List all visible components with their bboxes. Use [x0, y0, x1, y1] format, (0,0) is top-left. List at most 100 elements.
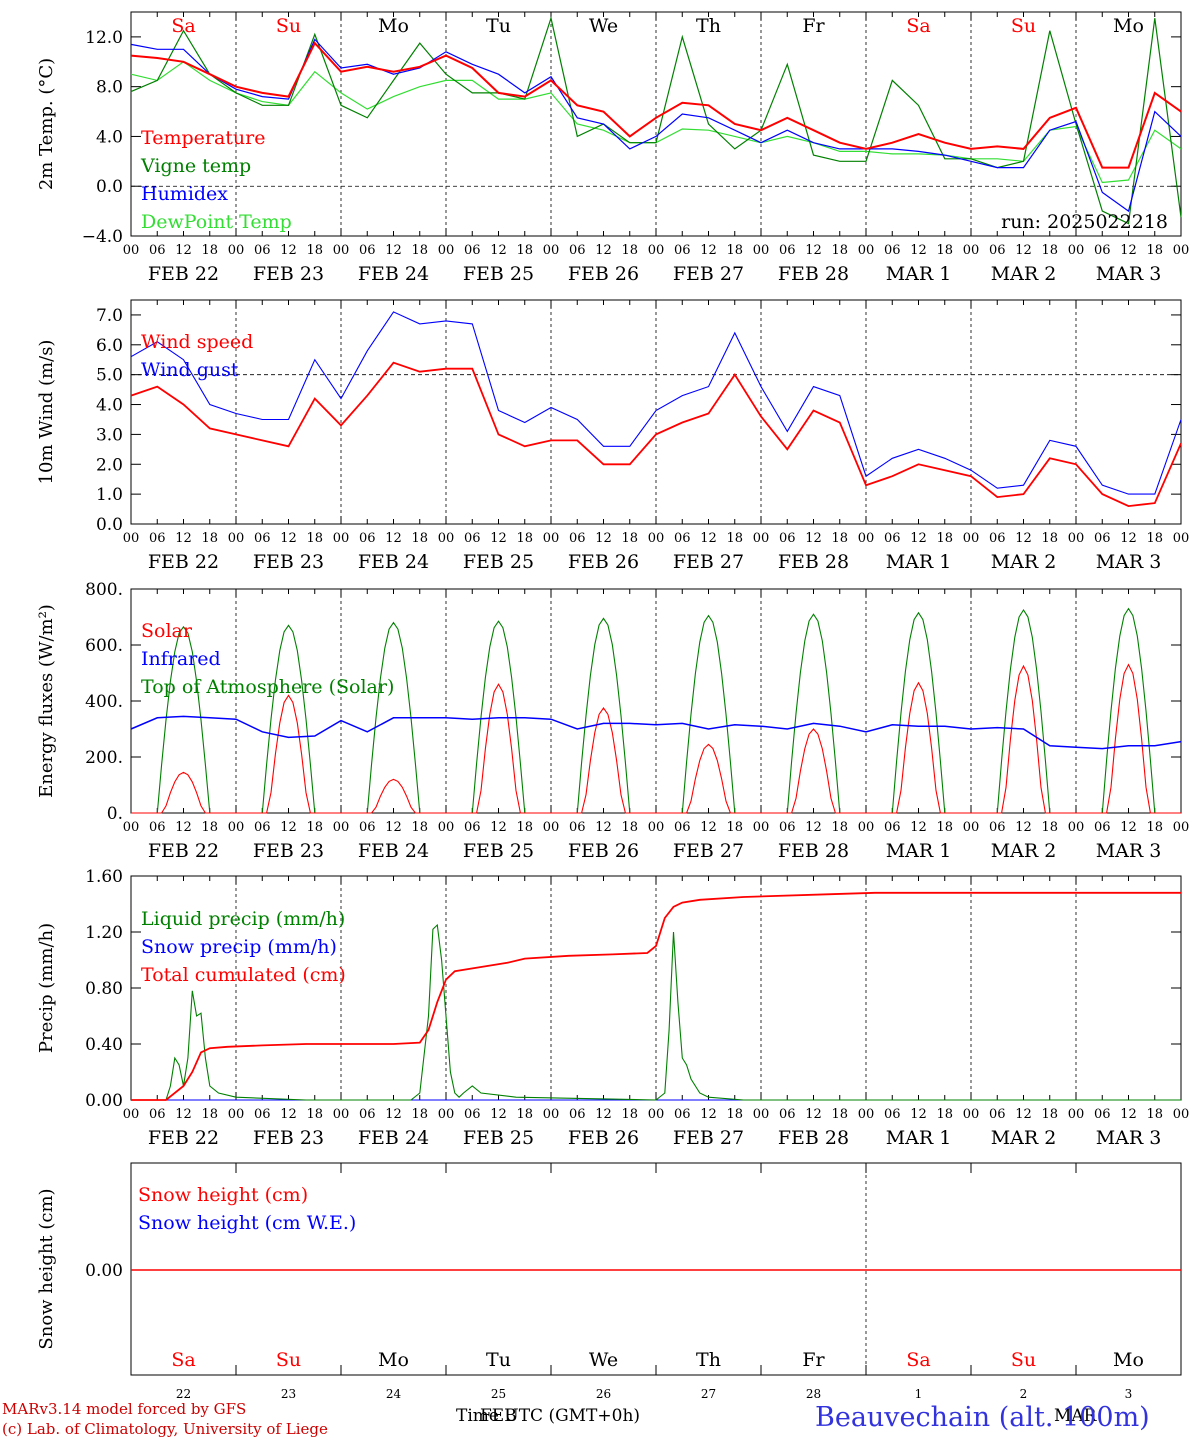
hour-tick-label: 06 — [464, 243, 481, 258]
hour-tick-label: 00 — [543, 1107, 560, 1122]
time-axis-label: Time UTC (GMT+0h) — [456, 1406, 641, 1426]
hour-tick-label: 00 — [1068, 1107, 1085, 1122]
hour-tick-label: 00 — [1173, 820, 1190, 835]
y-tick-label: 7.0 — [96, 306, 123, 326]
y-axis-label: Energy fluxes (W/m²) — [36, 604, 57, 798]
legend-entry: DewPoint Temp — [141, 211, 292, 233]
series-line-infrared — [130, 715, 1182, 750]
hour-tick-label: 12 — [385, 243, 402, 258]
weekday-label: We — [589, 1349, 618, 1371]
hour-tick-label: 18 — [1041, 531, 1058, 546]
hour-tick-label: 00 — [1173, 531, 1190, 546]
hour-tick-label: 06 — [884, 820, 901, 835]
date-label: FEB 22 — [148, 840, 219, 862]
weekday-label: Fr — [802, 1349, 825, 1371]
legend-entry: Total cumulated (cm) — [141, 964, 346, 986]
hour-tick-label: 18 — [1041, 243, 1058, 258]
hour-tick-label: 12 — [595, 243, 612, 258]
legend-entry: Snow height (cm W.E.) — [138, 1212, 356, 1234]
date-label: FEB 23 — [253, 551, 324, 573]
hour-tick-label: 12 — [595, 531, 612, 546]
hour-tick-label: 06 — [464, 820, 481, 835]
hour-tick-label: 18 — [621, 1107, 638, 1122]
hour-tick-label: 12 — [1015, 243, 1032, 258]
month-label-mar: MAR — [1054, 1406, 1097, 1426]
hour-tick-label: 12 — [490, 1107, 507, 1122]
hour-tick-label: 18 — [621, 820, 638, 835]
hour-tick-label: 18 — [831, 243, 848, 258]
hour-tick-label: 06 — [149, 243, 166, 258]
panel-frame — [130, 588, 1182, 814]
weekday-label: Sa — [171, 15, 195, 37]
hour-tick-label: 06 — [254, 1107, 271, 1122]
day-number-label: 27 — [701, 1387, 716, 1401]
hour-tick-label: 00 — [1068, 820, 1085, 835]
hour-tick-label: 18 — [936, 1107, 953, 1122]
hour-tick-label: 06 — [779, 820, 796, 835]
date-label: FEB 23 — [253, 1127, 324, 1149]
weekday-label: Mo — [378, 1349, 409, 1371]
hour-tick-label: 00 — [648, 1107, 665, 1122]
hour-tick-label: 18 — [831, 531, 848, 546]
hour-tick-label: 18 — [201, 243, 218, 258]
hour-tick-label: 12 — [910, 243, 927, 258]
hour-tick-label: 12 — [175, 820, 192, 835]
y-axis-label: 10m Wind (m/s) — [36, 340, 57, 485]
date-label: MAR 3 — [1096, 263, 1162, 285]
weekday-label: Sa — [171, 1349, 195, 1371]
hour-tick-label: 00 — [333, 1107, 350, 1122]
hour-tick-label: 12 — [280, 531, 297, 546]
hour-tick-label: 18 — [1146, 820, 1163, 835]
hour-tick-label: 12 — [805, 243, 822, 258]
date-label: FEB 26 — [568, 551, 639, 573]
hour-tick-label: 06 — [569, 531, 586, 546]
hour-tick-label: 18 — [936, 820, 953, 835]
hour-tick-label: 00 — [1068, 531, 1085, 546]
date-label: FEB 26 — [568, 840, 639, 862]
y-tick-label: 800. — [85, 580, 123, 600]
y-tick-label: −4.0 — [82, 227, 123, 247]
hour-tick-label: 12 — [595, 820, 612, 835]
hour-tick-label: 06 — [569, 243, 586, 258]
weekday-label: Sa — [906, 15, 930, 37]
date-label: FEB 25 — [463, 840, 534, 862]
y-tick-label: 4.0 — [96, 396, 123, 416]
legend-entry: Liquid precip (mm/h) — [141, 908, 345, 930]
day-number-label: 23 — [281, 1387, 296, 1401]
panel-2: 00 06 12 18 00 06 12 18 00 06 12 18 00 06 12 18 00 06 12 18… — [36, 299, 1190, 573]
hour-tick-label: 18 — [516, 1107, 533, 1122]
hour-tick-label: 12 — [1015, 1107, 1032, 1122]
y-tick-label: 1.0 — [96, 485, 123, 505]
y-axis-label: Snow height (cm) — [36, 1188, 57, 1349]
weekday-label: Su — [276, 15, 301, 37]
hour-tick-label: 00 — [543, 820, 560, 835]
hour-tick-label: 00 — [438, 531, 455, 546]
hour-tick-label: 06 — [359, 243, 376, 258]
date-label: FEB 28 — [778, 551, 849, 573]
weekday-label: We — [589, 15, 618, 37]
day-number-label: 2 — [1020, 1387, 1028, 1401]
hour-tick-label: 18 — [831, 1107, 848, 1122]
hour-tick-label: 18 — [831, 820, 848, 835]
date-label: MAR 2 — [991, 840, 1057, 862]
date-label: FEB 27 — [673, 551, 744, 573]
panel-5: 0.00 Snow height (cm) Snow height (cm) Snow… — [36, 1162, 1182, 1401]
panel-4: 00 06 12 18 00 06 12 18 00 06 12 18 00 06 12 18 00 06 12 18… — [36, 867, 1189, 1149]
hour-tick-label: 12 — [700, 820, 717, 835]
hour-tick-label: 06 — [674, 1107, 691, 1122]
hour-tick-label: 00 — [1173, 1107, 1190, 1122]
month-label-feb: FEB — [480, 1406, 517, 1426]
weekday-label: Th — [696, 15, 721, 37]
panel-3: 00 06 12 18 00 06 12 18 00 06 12 18 00 06 12 18 00 06 12 18… — [36, 580, 1189, 862]
y-tick-label: 2.0 — [96, 455, 123, 475]
date-label: FEB 25 — [463, 1127, 534, 1149]
hour-tick-label: 00 — [648, 531, 665, 546]
hour-tick-label: 18 — [516, 243, 533, 258]
hour-tick-label: 06 — [884, 1107, 901, 1122]
hour-tick-label: 12 — [910, 531, 927, 546]
y-tick-label: 0.40 — [85, 1035, 123, 1055]
date-label: FEB 25 — [463, 263, 534, 285]
hour-tick-label: 06 — [1094, 820, 1111, 835]
hour-tick-label: 06 — [1094, 243, 1111, 258]
hour-tick-label: 18 — [306, 243, 323, 258]
